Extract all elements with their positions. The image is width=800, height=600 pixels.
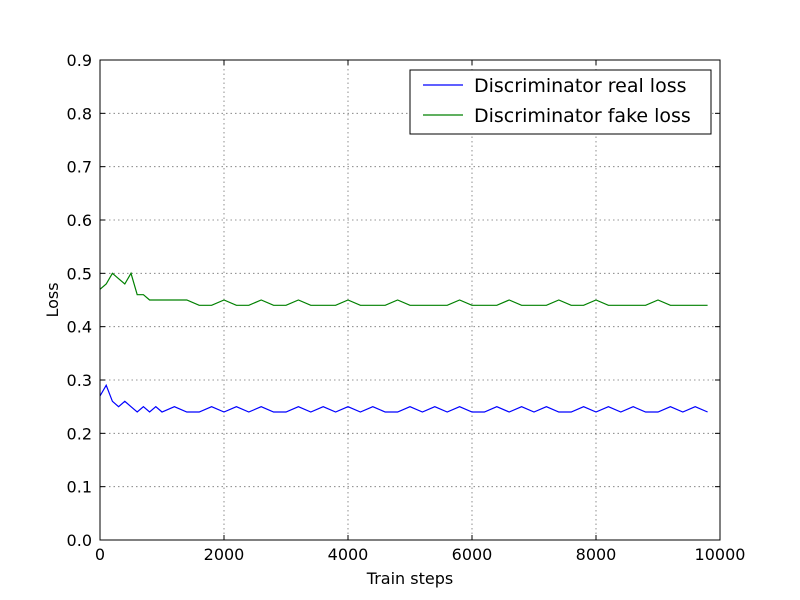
x-tick-labels: 0 2000 4000 6000 8000 10000 (95, 545, 746, 564)
axis-ticks (99, 59, 721, 541)
series-line-fake-loss (99, 271, 708, 306)
x-tick-label: 10000 (695, 545, 746, 564)
x-tick-label: 0 (95, 545, 105, 564)
legend-label-real: Discriminator real loss (474, 75, 687, 97)
series-layer (99, 271, 708, 413)
y-tick-label: 0.7 (67, 158, 92, 177)
y-tick-label: 0.4 (67, 318, 92, 337)
x-tick-label: 8000 (576, 545, 617, 564)
legend: Discriminator real loss Discriminator fa… (409, 69, 712, 135)
y-tick-label: 0.5 (67, 264, 92, 283)
x-tick-label: 2000 (204, 545, 245, 564)
plot-frame (99, 59, 721, 541)
legend-label-fake: Discriminator fake loss (474, 105, 691, 127)
x-axis-label: Train steps (366, 569, 453, 588)
y-tick-label: 0.6 (67, 211, 92, 230)
y-tick-label: 0.1 (67, 478, 92, 497)
y-tick-label: 0.9 (67, 51, 92, 70)
y-tick-label: 0.8 (67, 104, 92, 123)
x-tick-label: 4000 (328, 545, 369, 564)
y-tick-label: 0.0 (67, 531, 92, 550)
y-axis-label: Loss (43, 282, 62, 317)
y-tick-label: 0.2 (67, 424, 92, 443)
series-line-real-loss (99, 383, 708, 413)
x-tick-label: 6000 (452, 545, 493, 564)
y-tick-label: 0.3 (67, 371, 92, 390)
y-tick-labels: 0.0 0.1 0.2 0.3 0.4 0.5 0.6 0.7 0.8 0.9 (67, 51, 92, 550)
legend-box (409, 69, 712, 135)
